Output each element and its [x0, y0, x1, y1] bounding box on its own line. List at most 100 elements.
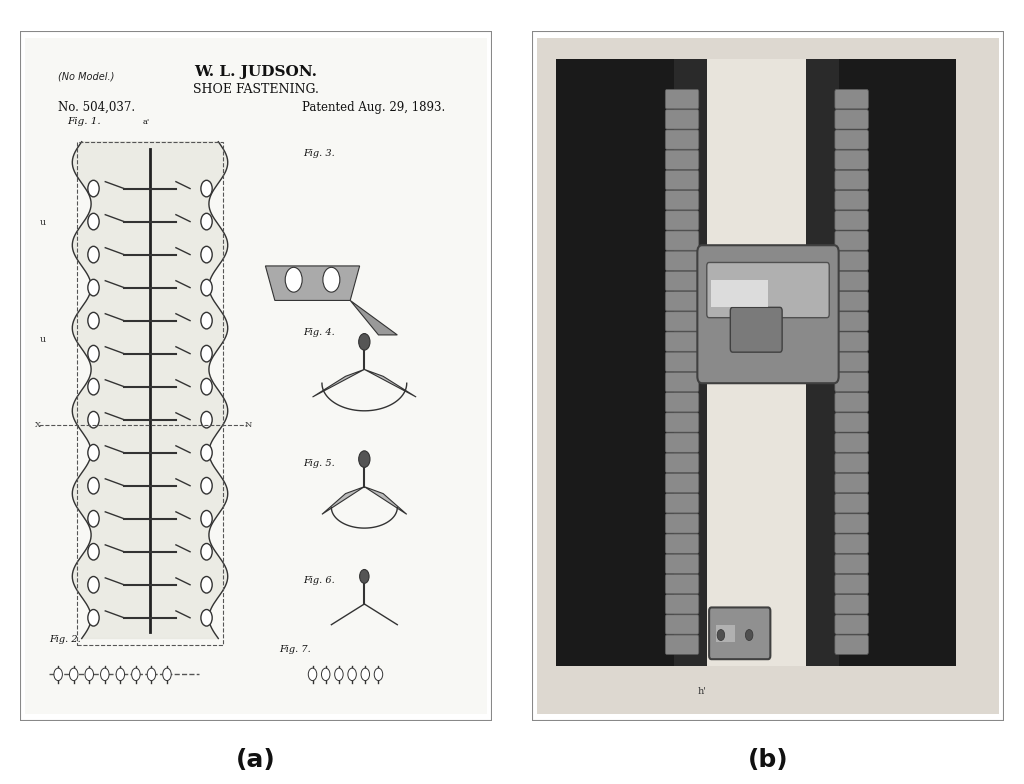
FancyBboxPatch shape [666, 312, 698, 331]
FancyBboxPatch shape [835, 352, 868, 372]
FancyBboxPatch shape [666, 433, 698, 452]
Circle shape [308, 668, 316, 681]
FancyBboxPatch shape [666, 494, 698, 513]
FancyBboxPatch shape [835, 494, 868, 513]
FancyBboxPatch shape [835, 312, 868, 331]
Circle shape [201, 477, 212, 494]
Circle shape [335, 668, 343, 681]
Circle shape [88, 445, 99, 461]
Polygon shape [312, 369, 365, 397]
Text: (b): (b) [748, 749, 788, 772]
Text: u: u [39, 335, 46, 344]
FancyBboxPatch shape [666, 271, 698, 291]
Bar [824, 59, 956, 666]
Circle shape [745, 630, 753, 641]
Circle shape [201, 576, 212, 593]
FancyBboxPatch shape [666, 554, 698, 574]
Circle shape [201, 445, 212, 461]
Circle shape [322, 668, 330, 681]
FancyBboxPatch shape [835, 89, 868, 109]
Circle shape [358, 333, 370, 350]
FancyBboxPatch shape [835, 110, 868, 129]
Bar [556, 59, 688, 666]
Circle shape [54, 668, 62, 681]
FancyBboxPatch shape [730, 307, 782, 352]
FancyBboxPatch shape [666, 453, 698, 473]
Circle shape [88, 312, 99, 329]
FancyBboxPatch shape [666, 615, 698, 634]
Circle shape [70, 668, 78, 681]
FancyBboxPatch shape [666, 575, 698, 593]
Text: Fig. 3.: Fig. 3. [303, 148, 335, 158]
Text: No. 504,037.: No. 504,037. [58, 100, 135, 114]
Text: Fig. 5.: Fig. 5. [303, 459, 335, 468]
Bar [712, 280, 768, 307]
FancyBboxPatch shape [666, 534, 698, 554]
Circle shape [88, 609, 99, 626]
Circle shape [201, 180, 212, 197]
Circle shape [88, 543, 99, 560]
Text: SHOE FASTENING.: SHOE FASTENING. [194, 83, 318, 96]
FancyBboxPatch shape [666, 332, 698, 351]
Text: N: N [244, 420, 252, 429]
FancyBboxPatch shape [835, 453, 868, 473]
Text: Fig. 7.: Fig. 7. [280, 645, 311, 655]
Circle shape [286, 267, 302, 292]
FancyBboxPatch shape [835, 332, 868, 351]
Circle shape [85, 668, 93, 681]
FancyBboxPatch shape [666, 292, 698, 311]
Circle shape [88, 412, 99, 428]
FancyBboxPatch shape [697, 245, 839, 383]
Circle shape [147, 668, 156, 681]
FancyBboxPatch shape [835, 170, 868, 190]
Text: Fig. 1.: Fig. 1. [68, 118, 101, 126]
Circle shape [132, 668, 140, 681]
Circle shape [361, 668, 370, 681]
Text: (a): (a) [237, 749, 275, 772]
FancyBboxPatch shape [835, 191, 868, 210]
Text: Fig. 4.: Fig. 4. [303, 328, 335, 337]
Circle shape [348, 668, 356, 681]
Circle shape [323, 267, 340, 292]
FancyBboxPatch shape [835, 635, 868, 655]
Bar [699, 59, 834, 666]
Circle shape [88, 379, 99, 395]
FancyBboxPatch shape [835, 474, 868, 492]
Text: u: u [39, 217, 46, 227]
FancyBboxPatch shape [666, 89, 698, 109]
FancyBboxPatch shape [666, 635, 698, 655]
FancyBboxPatch shape [835, 231, 868, 250]
Circle shape [88, 180, 99, 197]
FancyBboxPatch shape [835, 615, 868, 634]
Circle shape [201, 246, 212, 263]
Polygon shape [365, 369, 416, 397]
Text: Fig. 2.: Fig. 2. [49, 635, 81, 644]
Circle shape [717, 630, 725, 641]
FancyBboxPatch shape [835, 575, 868, 593]
FancyBboxPatch shape [666, 514, 698, 533]
FancyBboxPatch shape [835, 554, 868, 574]
FancyBboxPatch shape [835, 130, 868, 149]
FancyBboxPatch shape [666, 170, 698, 190]
Circle shape [116, 668, 125, 681]
FancyBboxPatch shape [835, 534, 868, 554]
FancyBboxPatch shape [835, 372, 868, 392]
Text: h': h' [697, 687, 707, 695]
FancyBboxPatch shape [666, 352, 698, 372]
Circle shape [201, 213, 212, 230]
FancyBboxPatch shape [666, 474, 698, 492]
Circle shape [201, 346, 212, 362]
Bar [806, 59, 839, 666]
Circle shape [88, 346, 99, 362]
FancyBboxPatch shape [666, 110, 698, 129]
Polygon shape [350, 300, 397, 335]
Polygon shape [73, 142, 227, 638]
FancyBboxPatch shape [835, 594, 868, 614]
FancyBboxPatch shape [835, 292, 868, 311]
FancyBboxPatch shape [835, 413, 868, 432]
Bar [77, 142, 223, 645]
Polygon shape [322, 487, 365, 514]
FancyBboxPatch shape [707, 263, 829, 318]
Text: Patented Aug. 29, 1893.: Patented Aug. 29, 1893. [302, 100, 445, 114]
Text: (No Model.): (No Model.) [58, 71, 115, 82]
